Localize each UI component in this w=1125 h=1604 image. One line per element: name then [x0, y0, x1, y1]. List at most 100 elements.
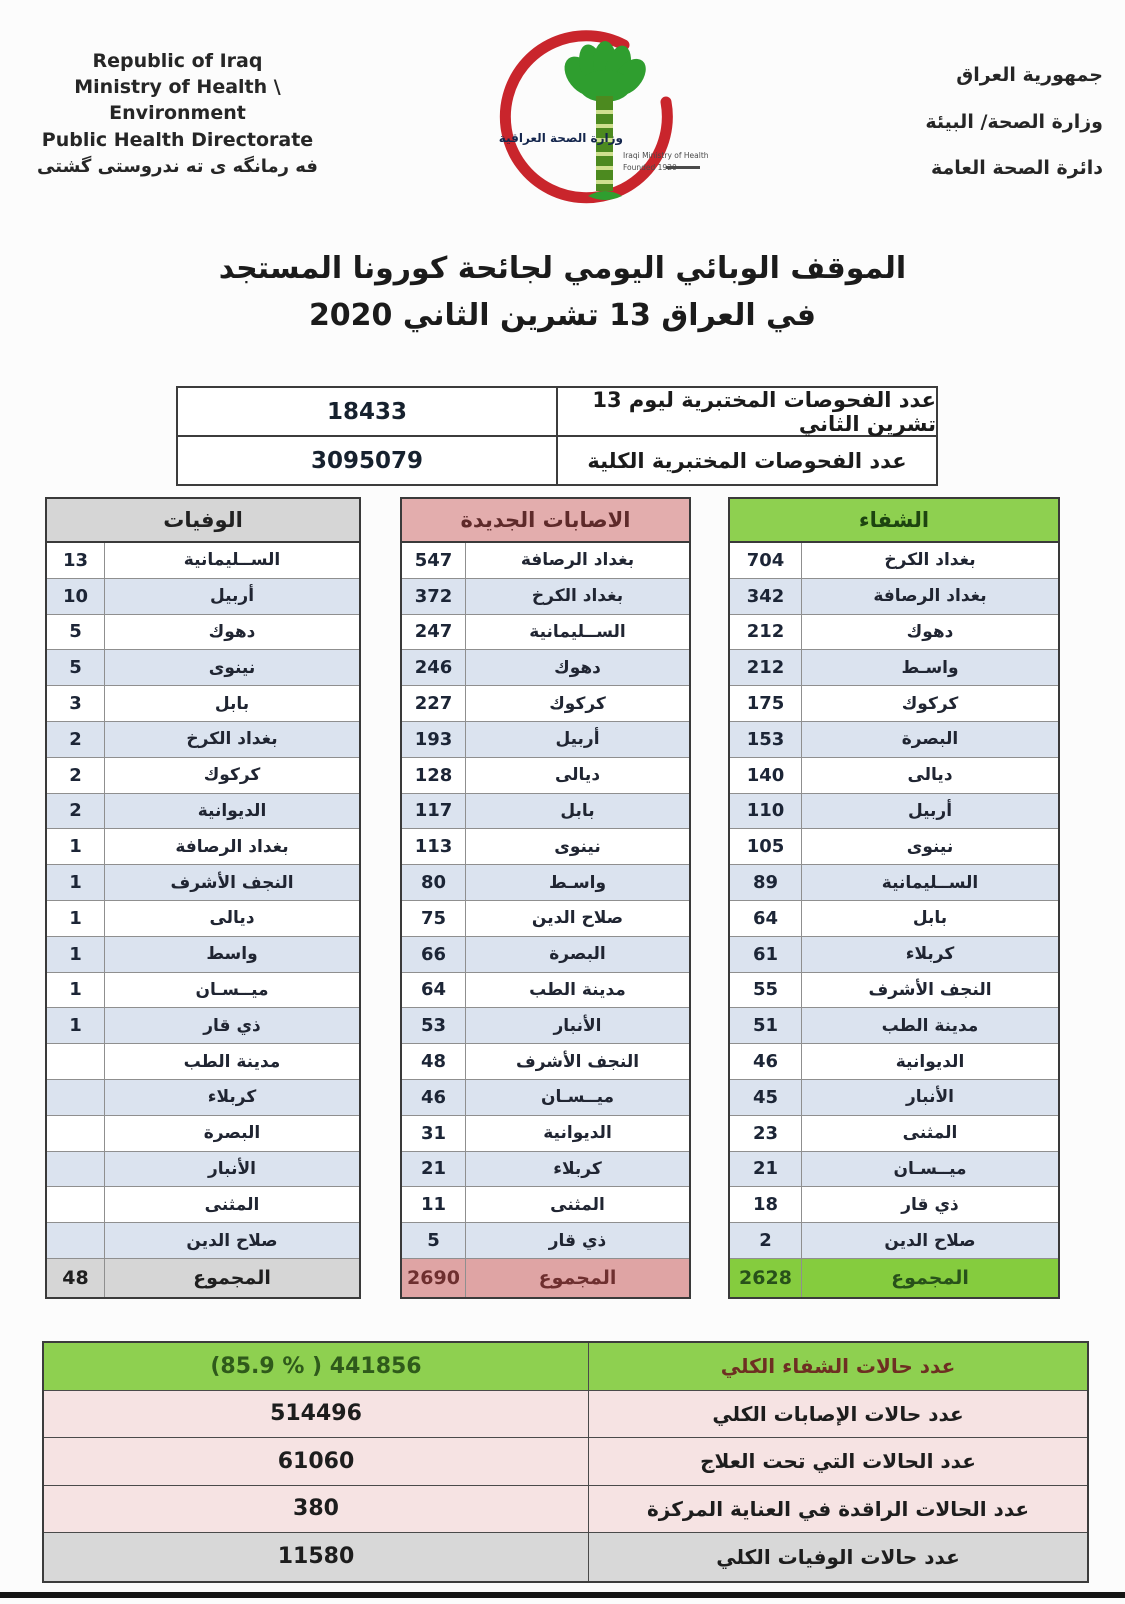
deaths-total-value: 48 — [47, 1258, 105, 1297]
row-count — [47, 1044, 105, 1079]
row-count: 3 — [47, 686, 105, 721]
table-row: 46 الديوانية — [730, 1044, 1058, 1080]
deaths-total-row: 48 المجموع — [47, 1258, 359, 1297]
row-governorate: ذي قار — [548, 1230, 607, 1251]
logo-caption-ar: وزارة الصحة العراقية — [499, 131, 623, 146]
row-count: 342 — [730, 578, 802, 614]
row-count: 193 — [402, 721, 466, 757]
table-row: الأنبار — [47, 1151, 359, 1188]
row-count: 21 — [730, 1151, 802, 1187]
row-governorate: ميــسـان — [195, 979, 269, 1000]
row-count: 80 — [402, 865, 466, 900]
row-count: 2 — [47, 757, 105, 793]
table-row: 18 ذي قار — [730, 1187, 1058, 1224]
row-count: 23 — [730, 1115, 802, 1151]
table-row: 1 ذي قار — [47, 1008, 359, 1045]
row-count: 5 — [402, 1223, 466, 1258]
under-treatment-value: 61060 — [44, 1438, 589, 1485]
row-count: 46 — [402, 1079, 466, 1115]
row-count: 5 — [47, 614, 105, 650]
header-arabic-line: دائرة الصحة العامة — [930, 157, 1103, 180]
new-cases-total-row: 2690 المجموع — [402, 1258, 689, 1297]
row-count: 13 — [47, 543, 105, 578]
table-row: 175 كركوك — [730, 686, 1058, 722]
row-count: 128 — [402, 757, 466, 793]
row-count: 31 — [402, 1115, 466, 1151]
row-count: 53 — [402, 1008, 466, 1044]
row-governorate: كركوك — [901, 693, 959, 714]
table-row: 140 ديالى — [730, 757, 1058, 794]
row-count: 51 — [730, 1008, 802, 1044]
table-row: 31 الديوانية — [402, 1115, 689, 1152]
row-count: 117 — [402, 793, 466, 829]
table-row: 64 مدينة الطب — [402, 972, 689, 1009]
row-governorate: ذي قار — [203, 1015, 261, 1036]
row-governorate: دهوك — [208, 621, 256, 642]
new-cases-total-label: المجموع — [538, 1266, 617, 1289]
row-count: 64 — [730, 900, 802, 936]
row-governorate: بابل — [912, 908, 948, 929]
row-count — [47, 1115, 105, 1151]
table-row: 547 بغداد الرصافة — [402, 543, 689, 579]
table-row: 80 واسـط — [402, 865, 689, 901]
table-row: 18433 عدد الفحوصات المختبرية ليوم 13 تشر… — [178, 388, 936, 436]
row-governorate: بغداد الرصافة — [873, 586, 987, 607]
row-governorate: المثنى — [902, 1123, 958, 1144]
row-count: 2 — [47, 793, 105, 829]
header-arabic-line: وزارة الصحة/ البيئة — [925, 110, 1103, 133]
row-count: 61 — [730, 936, 802, 972]
new-cases-total-value: 2690 — [402, 1258, 466, 1297]
header-english-line: Public Health Directorate — [41, 128, 314, 151]
deaths-total-label: المجموع — [193, 1266, 271, 1289]
new-cases-table-body: 547 بغداد الرصافة 372 بغداد الكرخ 247 الســلي… — [402, 543, 689, 1259]
row-count: 2 — [730, 1223, 802, 1258]
row-count: 48 — [402, 1044, 466, 1079]
recoveries-total-label: المجموع — [891, 1266, 969, 1289]
table-row: كربلاء — [47, 1079, 359, 1116]
table-row: 21 ميــسـان — [730, 1151, 1058, 1188]
total-recoveries-value: (85.9 % ) 441856 — [44, 1343, 589, 1390]
icu-cases-label: عدد الحالات الراقدة في العناية المركزة — [646, 1496, 1030, 1521]
row-governorate: بابل — [214, 693, 250, 714]
row-governorate: بابل — [560, 800, 595, 821]
table-row: المثنى — [47, 1187, 359, 1224]
row-count: 704 — [730, 543, 802, 578]
row-count: 113 — [402, 829, 466, 865]
row-governorate: الســليمانية — [183, 550, 281, 571]
row-count: 547 — [402, 543, 466, 578]
row-governorate: بغداد الرصافة — [175, 836, 289, 857]
row-governorate: الأنبار — [208, 1158, 256, 1179]
table-row: 11580 عدد حالات الوفيات الكلي — [44, 1533, 1087, 1581]
row-governorate: الأنبار — [906, 1087, 954, 1108]
table-row: 11 المثنى — [402, 1187, 689, 1224]
row-governorate: صلاح الدين — [884, 1230, 976, 1251]
row-count: 2 — [47, 721, 105, 757]
header-kurdish-line: فه رمانگه ی ته ندروستی گشتی — [37, 155, 318, 177]
row-count: 105 — [730, 829, 802, 865]
row-count: 1 — [47, 829, 105, 865]
total-cases-value: 514496 — [44, 1390, 589, 1437]
row-count: 1 — [47, 865, 105, 900]
row-governorate: بغداد الكرخ — [884, 550, 976, 571]
table-row: 61 كربلاء — [730, 936, 1058, 973]
recoveries-total-value: 2628 — [730, 1258, 802, 1297]
table-row: 55 النجف الأشرف — [730, 972, 1058, 1009]
row-count: 5 — [47, 650, 105, 686]
table-row: 2 صلاح الدين — [730, 1223, 1058, 1259]
row-count: 140 — [730, 757, 802, 793]
table-row: 247 الســليمانية — [402, 614, 689, 651]
table-row: 704 بغداد الكرخ — [730, 543, 1058, 579]
table-row: 46 ميــسـان — [402, 1079, 689, 1116]
row-governorate: صلاح الدين — [531, 908, 624, 929]
row-governorate: كربلاء — [553, 1158, 602, 1179]
row-governorate: النجف الأشرف — [868, 979, 992, 1000]
row-count: 227 — [402, 686, 466, 721]
table-row: 1 النجف الأشرف — [47, 865, 359, 901]
row-governorate: المثنى — [550, 1194, 605, 1215]
row-count: 45 — [730, 1079, 802, 1115]
table-row: 13 الســليمانية — [47, 543, 359, 579]
row-count: 18 — [730, 1187, 802, 1223]
total-tests-label: عدد الفحوصات المختبرية الكلية — [587, 448, 907, 473]
table-row: 5 نينوى — [47, 650, 359, 687]
row-governorate: واسـط — [901, 657, 959, 678]
